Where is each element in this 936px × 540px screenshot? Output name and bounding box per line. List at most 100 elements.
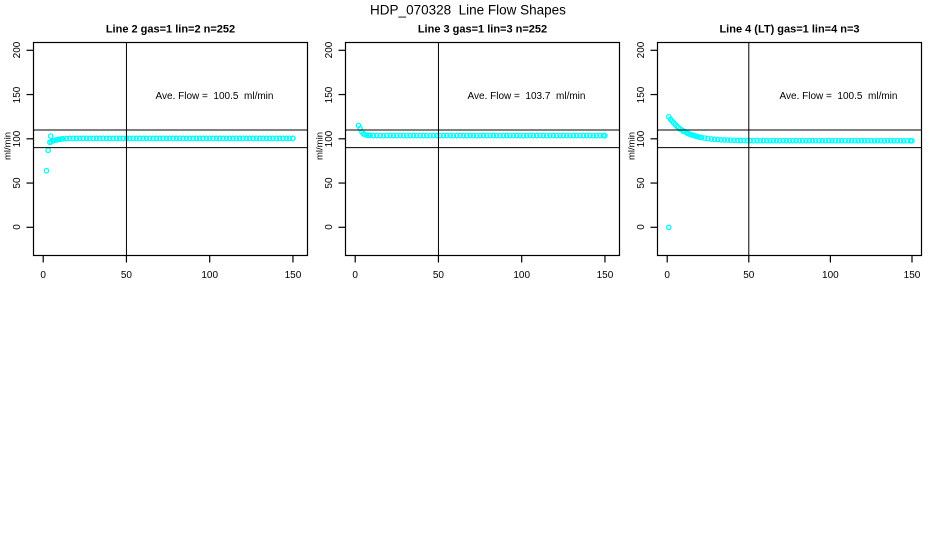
data-point (433, 132, 440, 139)
data-point (724, 137, 731, 143)
data-point (665, 224, 672, 231)
data-point (822, 137, 829, 144)
data-point (103, 135, 110, 142)
data-point (786, 137, 793, 144)
data-point (477, 132, 483, 139)
data-point (146, 135, 153, 142)
data-point (878, 137, 884, 144)
data-point (573, 132, 580, 139)
y-tick-label: 150 (323, 86, 335, 103)
y-tick-label: 0 (635, 224, 647, 231)
data-point (887, 137, 894, 144)
data-point (58, 136, 65, 142)
data-point (80, 135, 87, 142)
y-axis-title: ml/min (1, 131, 13, 160)
data-point (163, 135, 170, 142)
data-point (470, 132, 477, 139)
data-point (483, 132, 490, 139)
ave-flow-annotation: Ave. Flow = 100.5 ml/min (779, 91, 898, 102)
data-point (793, 137, 799, 144)
data-point (517, 132, 523, 139)
data-point (557, 132, 563, 139)
panel-title: Line 4 (LT) gas=1 lin=4 n=3 (719, 23, 860, 36)
data-point (560, 132, 567, 139)
data-point (577, 132, 583, 139)
x-tick-label: 50 (432, 270, 444, 281)
ave-flow-annotation: Ave. Flow = 103.7 ml/min (467, 91, 586, 102)
data-point (256, 135, 263, 142)
data-point (741, 137, 747, 144)
data-point (861, 137, 868, 144)
data-point (276, 135, 283, 142)
data-point (711, 136, 718, 143)
data-point (819, 137, 826, 144)
y-tick-label: 100 (11, 130, 23, 148)
data-point (667, 116, 674, 123)
data-point (45, 147, 52, 154)
data-point (567, 132, 573, 139)
data-point (400, 132, 407, 139)
data-point (490, 132, 497, 139)
data-point (362, 131, 369, 138)
data-point (884, 137, 891, 144)
data-point (66, 135, 73, 142)
data-point (173, 135, 180, 142)
data-point (900, 137, 907, 144)
data-point (136, 135, 143, 142)
data-point (708, 136, 715, 142)
data-point (852, 137, 858, 144)
data-point (520, 132, 527, 139)
data-point (812, 137, 819, 144)
data-point (450, 132, 457, 139)
data-point (126, 135, 133, 142)
data-point (96, 135, 103, 142)
data-point (881, 137, 888, 144)
data-point (894, 137, 901, 144)
data-point (737, 137, 744, 144)
data-point (200, 135, 206, 142)
data-point (250, 135, 256, 142)
data-point (183, 135, 190, 142)
x-tick-label: 100 (513, 270, 531, 281)
data-point (714, 136, 721, 143)
data-point (190, 135, 196, 142)
data-point (829, 137, 835, 144)
x-tick-label: 150 (903, 270, 921, 281)
y-tick-label: 50 (11, 177, 23, 189)
data-point (587, 132, 593, 139)
data-point (537, 132, 543, 139)
data-point (153, 135, 160, 142)
data-point (773, 137, 780, 144)
data-point (780, 137, 786, 144)
data-point (52, 137, 58, 144)
data-point (530, 132, 537, 139)
data-point (170, 135, 176, 142)
data-point (286, 135, 293, 142)
y-axis-title: ml/min (625, 131, 637, 160)
data-point (553, 132, 560, 139)
data-point (213, 135, 220, 142)
y-tick-label: 100 (635, 130, 647, 148)
data-point (731, 137, 737, 144)
data-point (243, 135, 250, 142)
data-point (503, 132, 510, 139)
data-point (891, 137, 897, 144)
data-point (233, 135, 240, 142)
x-tick-label: 0 (40, 270, 46, 281)
data-point (593, 132, 600, 139)
y-tick-label: 50 (323, 177, 335, 189)
data-point (721, 137, 728, 143)
data-point (260, 135, 266, 142)
data-point (387, 132, 394, 139)
data-point (120, 135, 126, 142)
data-point (440, 132, 447, 139)
data-point (750, 137, 757, 144)
x-tick-label: 100 (822, 270, 839, 281)
data-point (253, 135, 260, 142)
data-point (467, 132, 473, 139)
data-point (380, 132, 387, 139)
data-point (420, 132, 427, 139)
data-point (590, 132, 597, 139)
data-point (871, 137, 878, 144)
